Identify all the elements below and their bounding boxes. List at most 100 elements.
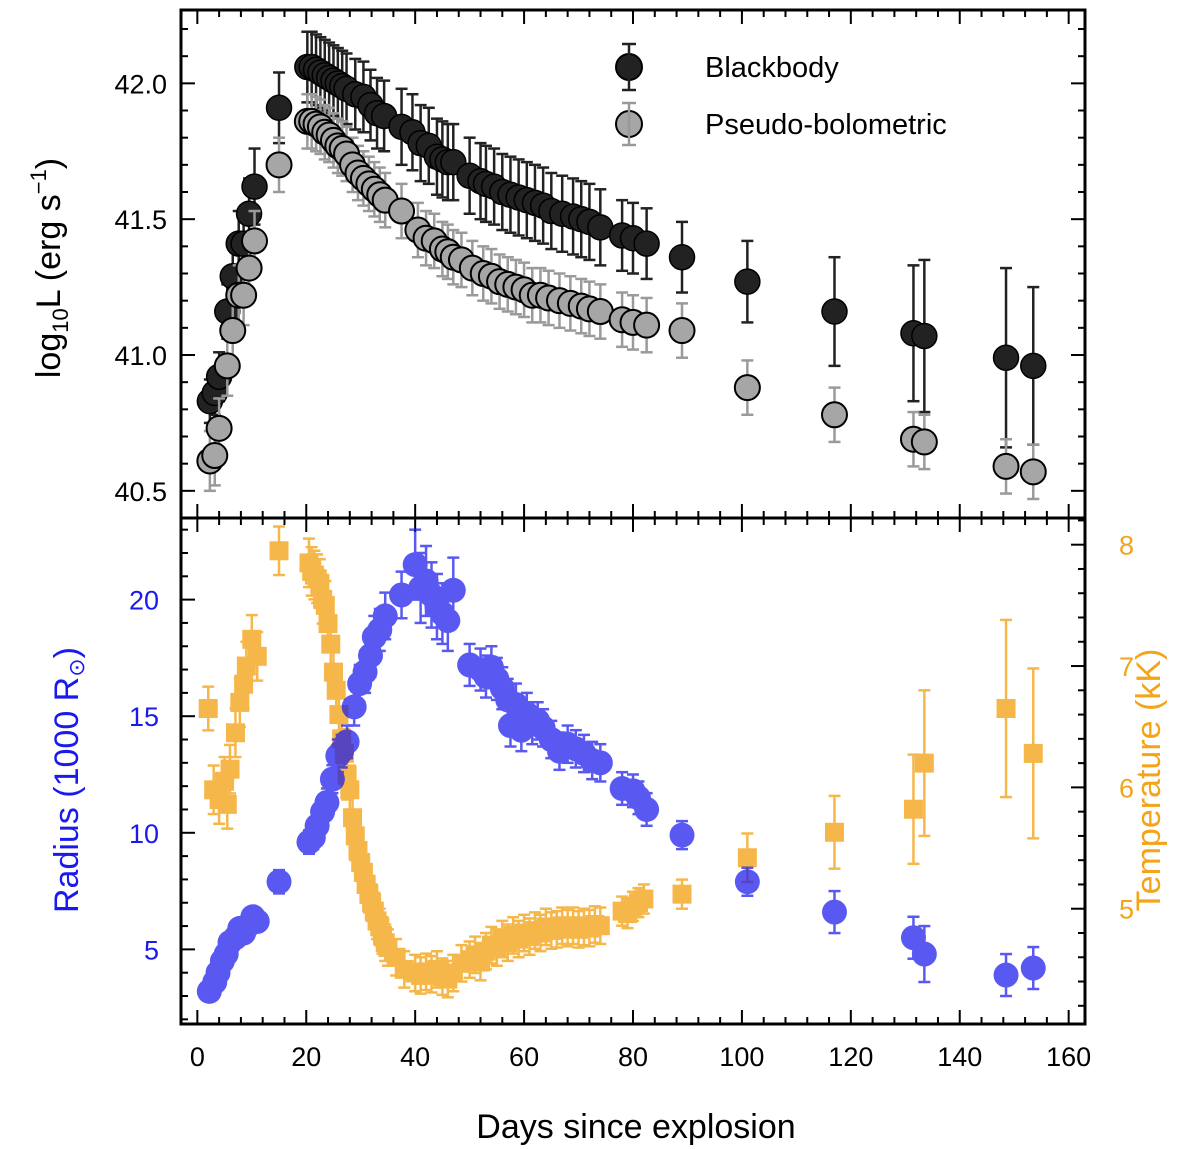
x-tick-label: 40 [400,1042,430,1072]
series-pseudo-bolometric [196,92,1047,501]
blackbody-point [668,243,696,271]
pseudo-bolometric-point [265,151,293,179]
temperature-tick-label: 8 [1119,531,1134,561]
x-tick-labels: 0 20 40 60 80 100 120 140 160 [190,1042,1091,1072]
pseudo-bolometric-point [241,227,269,255]
temperature-point [315,595,335,615]
pseudo-bolometric-point [668,317,696,345]
radius-tick-label: 15 [129,702,159,732]
temperature-point [326,680,346,700]
temperature-point [310,574,330,594]
top-y-tick-label: 41.5 [114,205,167,235]
pseudo-bolometric-point [992,452,1020,480]
series-blackbody [196,30,1047,449]
temperature-point [242,629,262,649]
pseudo-bolometric-point [733,374,761,402]
bottom-panel: 5 10 15 20 5 6 7 8 0 20 40 60 80 100 120 140 160 Radiu… [48,516,1168,1146]
temperature-point [220,759,240,779]
radius-point [1020,955,1046,981]
legend: Blackbody Pseudo-bolometric [615,42,947,147]
radius-point [341,694,367,720]
pseudo-bolometric-point [820,401,848,429]
pseudo-bolometric-point [219,317,247,345]
blackbody-point [821,298,848,325]
radius-point [389,582,415,608]
blackbody-point [1020,352,1047,380]
temperature-tick-label: 5 [1119,895,1134,925]
radius-point [634,796,660,822]
temperature-axis-title: Temperature (kK) [1130,649,1168,912]
temperature-point [903,799,923,819]
temperature-tick-label: 7 [1119,652,1134,682]
bottom-data-series [196,525,1046,1004]
temperature-point [1023,743,1043,763]
pseudo-bolometric-point [633,311,661,339]
pseudo-bolometric-point [205,414,233,442]
legend-label-blackbody: Blackbody [705,52,839,84]
temperature-point [323,662,343,682]
pseudo-bolometric-point [213,352,241,380]
pseudo-bolometric-point [230,281,258,309]
temperature-point [321,634,341,654]
temperature-point [737,848,757,868]
radius-point [911,941,937,967]
temperature-point [914,753,934,773]
x-tick-label: 120 [828,1042,873,1072]
radius-point [440,577,466,603]
temperature-point [217,794,237,814]
temperature-point [247,646,267,666]
blackbody-point [241,173,268,200]
top-y-tick-label: 40.5 [114,477,167,507]
bottom-y-tick-labels: 5 10 15 20 [129,586,159,966]
blackbody-point [911,322,938,350]
top-data-series [196,30,1047,501]
temperature-point [634,889,654,909]
radius-point [734,869,760,895]
radius-tick-label: 10 [129,819,159,849]
top-y-axis-title: log10L (erg s−1) [26,158,73,378]
temperature-point [318,614,338,634]
radius-point [669,822,695,848]
temperature-point [672,884,692,904]
x-tick-label: 20 [291,1042,321,1072]
temperature-point [225,723,245,743]
temperature-point [269,541,289,561]
temperature-point [590,916,610,936]
x-axis-title: Days since explosion [476,1108,795,1146]
temperature-point [824,822,844,842]
radius-point [314,789,340,815]
radius-tick-label: 5 [144,935,159,965]
temperature-point [340,780,360,800]
legend-label-pseudo-bolometric: Pseudo-bolometric [705,109,947,141]
temperature-point [343,808,363,828]
top-y-tick-labels: 40.5 41.0 41.5 42.0 [114,69,167,506]
radius-point [334,729,360,755]
radius-point [372,603,398,629]
blackbody-point [734,268,761,295]
radius-point [244,908,270,934]
blackbody-point [235,200,263,227]
radius-point [266,869,292,895]
temperature-point [234,674,254,694]
bottom-y2-tick-labels: 5 6 7 8 [1119,531,1134,925]
temperature-point [996,699,1016,719]
x-tick-label: 100 [719,1042,764,1072]
pseudo-bolometric-point [1019,458,1047,486]
radius-axis-title: Radius (1000 R⊙) [48,647,89,913]
blackbody-point [265,94,293,122]
radius-point [821,899,847,925]
radius-point [319,766,345,792]
temperature-tick-label: 6 [1119,773,1134,803]
bottom-plot-frame [179,516,1087,1026]
blackbody-point [992,344,1020,371]
temperature-point [345,826,365,846]
pseudo-bolometric-point [910,428,938,456]
top-y-tick-label: 41.0 [114,341,167,371]
radius-point [358,643,384,669]
pseudo-bolometric-point [201,442,229,470]
radius-point [435,608,461,634]
temperature-point [198,699,218,719]
top-panel: 40.5 41.0 41.5 42.0 log10L (erg s−1) Blackb… [26,8,1087,520]
x-tick-label: 0 [190,1042,205,1072]
